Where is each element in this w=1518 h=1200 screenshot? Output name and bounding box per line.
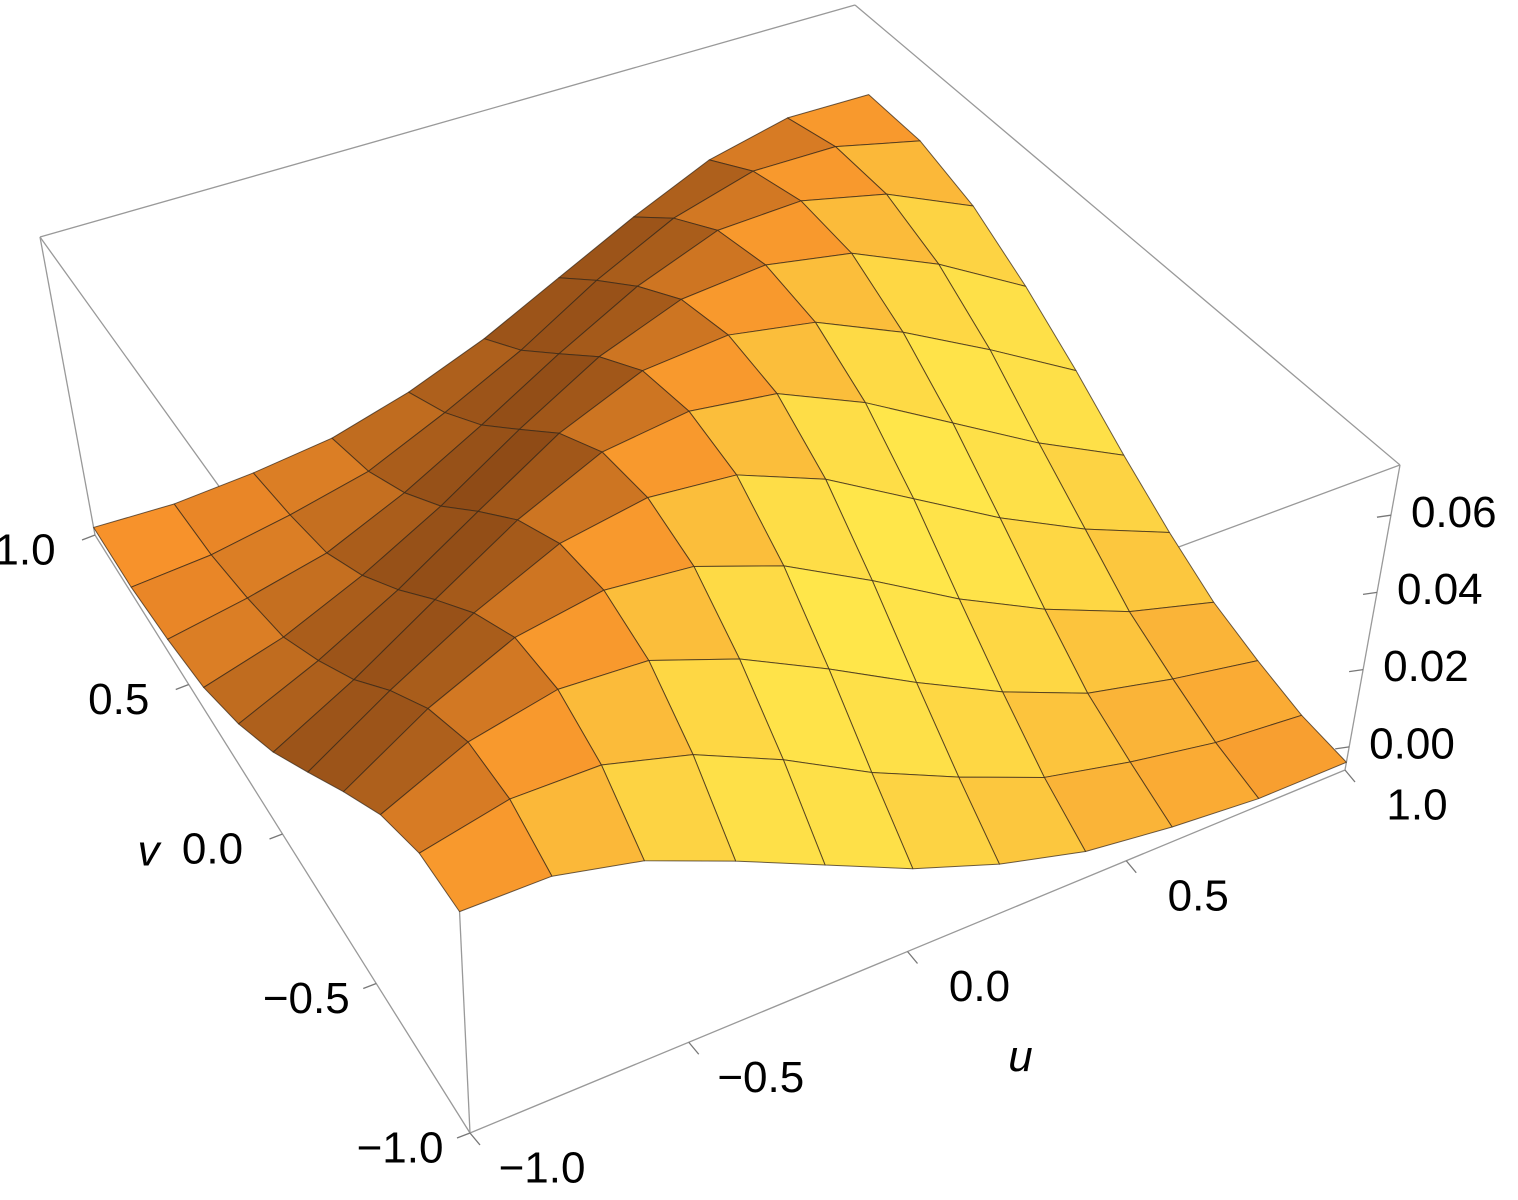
x-tick bbox=[907, 951, 918, 964]
y-tick bbox=[81, 534, 96, 541]
x-tick-label: −1.0 bbox=[499, 1144, 586, 1193]
z-tick-label: 0.00 bbox=[1369, 719, 1455, 768]
x-tick bbox=[1125, 860, 1137, 874]
x-tick bbox=[1344, 769, 1356, 783]
y-tick bbox=[456, 1132, 471, 1139]
x-tick-label: 0.0 bbox=[949, 962, 1010, 1011]
y-tick-label: 0.0 bbox=[182, 825, 243, 874]
z-tick-label: 0.04 bbox=[1397, 565, 1483, 614]
box-edge bbox=[39, 4, 856, 238]
x-axis-title: u bbox=[1008, 1032, 1032, 1081]
y-tick bbox=[269, 833, 283, 840]
y-axis-title: v bbox=[138, 827, 163, 876]
x-tick-label: 1.0 bbox=[1386, 781, 1447, 830]
surface-patch bbox=[418, 798, 553, 913]
y-tick bbox=[363, 982, 377, 990]
box-edge bbox=[854, 4, 1401, 466]
z-tick bbox=[1362, 591, 1378, 596]
y-tick-label: −0.5 bbox=[263, 974, 350, 1023]
x-tick bbox=[469, 1132, 481, 1146]
x-tick-label: 0.5 bbox=[1168, 871, 1229, 920]
surface bbox=[93, 94, 1347, 913]
y-tick-label: 1.0 bbox=[0, 526, 56, 575]
z-tick bbox=[1376, 514, 1392, 518]
y-tick-label: −1.0 bbox=[357, 1124, 444, 1173]
z-tick bbox=[1349, 668, 1364, 673]
y-tick-label: 0.5 bbox=[88, 675, 149, 724]
box-edge bbox=[39, 236, 96, 536]
x-tick-label: −0.5 bbox=[717, 1053, 804, 1102]
x-tick bbox=[688, 1041, 700, 1055]
z-tick-label: 0.06 bbox=[1411, 488, 1497, 537]
z-tick bbox=[1335, 746, 1350, 750]
z-tick-label: 0.02 bbox=[1383, 642, 1469, 691]
y-tick bbox=[175, 683, 189, 691]
